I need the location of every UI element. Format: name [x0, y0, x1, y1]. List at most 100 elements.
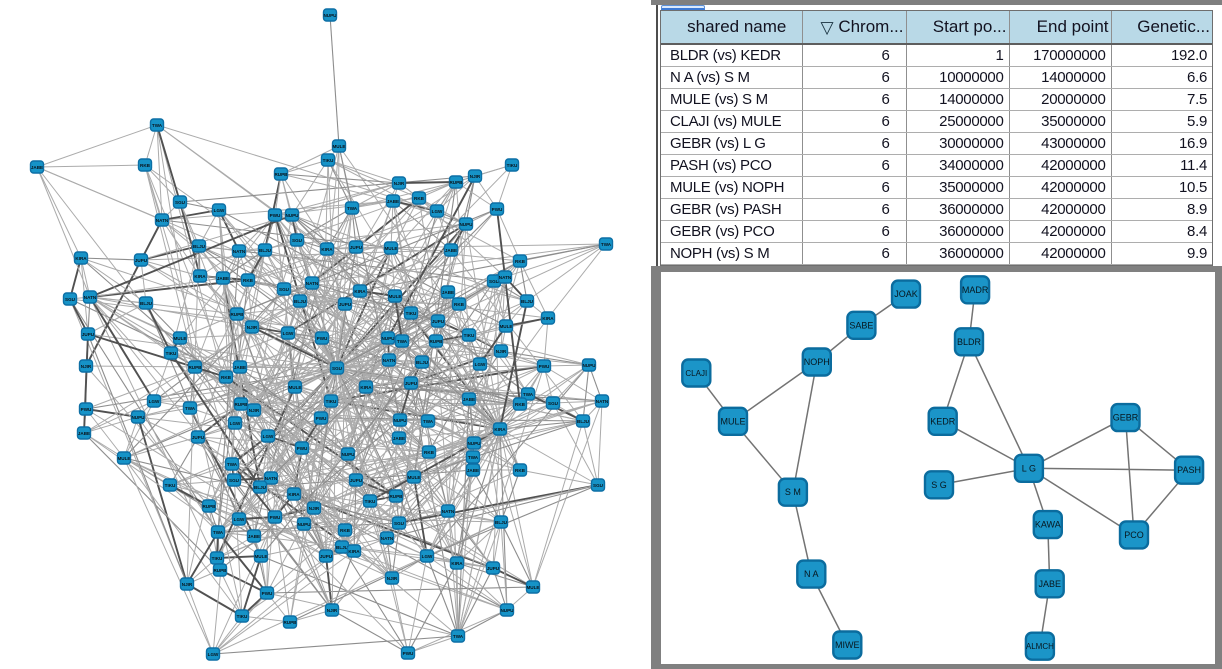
svg-text:NUPU: NUPU — [500, 608, 514, 613]
svg-text:LGW: LGW — [263, 434, 274, 439]
svg-text:MULE: MULE — [288, 385, 301, 390]
svg-text:TWA: TWA — [601, 242, 612, 247]
svg-text:TWA: TWA — [213, 530, 224, 535]
svg-text:JOAK: JOAK — [894, 289, 918, 299]
svg-text:KEDR: KEDR — [930, 416, 956, 426]
svg-text:RUPB: RUPB — [213, 568, 227, 573]
svg-text:RKB: RKB — [424, 450, 435, 455]
svg-text:NUPU: NUPU — [131, 415, 145, 420]
svg-text:RKB: RKB — [140, 163, 151, 168]
svg-text:PWU: PWU — [316, 416, 327, 421]
svg-text:JABE: JABE — [78, 431, 90, 436]
svg-text:KIRA: KIRA — [451, 561, 463, 566]
svg-text:RUPB: RUPB — [202, 504, 216, 509]
svg-text:PWU: PWU — [492, 207, 503, 212]
svg-text:JABE: JABE — [393, 436, 405, 441]
svg-text:RUPB: RUPB — [274, 172, 288, 177]
svg-text:LGW: LGW — [422, 554, 433, 559]
svg-text:KIRA: KIRA — [321, 247, 333, 252]
svg-text:TWA: TWA — [468, 455, 479, 460]
svg-text:NATN: NATN — [381, 536, 394, 541]
svg-text:PWU: PWU — [270, 515, 281, 520]
svg-text:NUPU: NUPU — [323, 13, 337, 18]
svg-text:RUPB: RUPB — [449, 180, 463, 185]
svg-text:SGU: SGU — [394, 521, 405, 526]
svg-text:JUPU: JUPU — [82, 332, 95, 337]
svg-text:JUPU: JUPU — [135, 258, 148, 263]
svg-text:TIKU: TIKU — [323, 158, 334, 163]
svg-text:LGW: LGW — [283, 331, 294, 336]
svg-text:KIRA: KIRA — [360, 385, 372, 390]
svg-text:SABE: SABE — [849, 320, 873, 330]
svg-text:PWU: PWU — [270, 213, 281, 218]
svg-text:NJIR: NJIR — [309, 506, 320, 511]
svg-text:MULE: MULE — [407, 475, 420, 480]
svg-text:JUPU: JUPU — [339, 302, 352, 307]
svg-text:MADR: MADR — [961, 284, 988, 294]
svg-text:NJIR: NJIR — [387, 576, 398, 581]
svg-text:SGU: SGU — [593, 483, 604, 488]
svg-text:TWA: TWA — [185, 406, 196, 411]
svg-text:RUPB: RUPB — [230, 312, 244, 317]
svg-text:NATN: NATN — [156, 218, 169, 223]
svg-text:MULE: MULE — [117, 456, 130, 461]
svg-text:BLJU: BLJU — [259, 248, 272, 253]
svg-text:RKB: RKB — [221, 375, 232, 380]
svg-text:JUPU: JUPU — [350, 478, 363, 483]
svg-text:RUPB: RUPB — [389, 494, 403, 499]
svg-text:LGW: LGW — [475, 362, 486, 367]
svg-text:BLJU: BLJU — [140, 301, 153, 306]
svg-text:JABE: JABE — [234, 365, 246, 370]
svg-text:NATN: NATN — [596, 399, 609, 404]
svg-text:NATN: NATN — [265, 476, 278, 481]
svg-text:PWU: PWU — [539, 364, 550, 369]
svg-text:NUPU: NUPU — [393, 418, 407, 423]
svg-text:NUPU: NUPU — [582, 363, 596, 368]
svg-text:RUPB: RUPB — [234, 402, 248, 407]
svg-text:KIRA: KIRA — [354, 289, 366, 294]
svg-text:PASH: PASH — [1177, 465, 1201, 475]
svg-text:NATN: NATN — [499, 275, 512, 280]
svg-text:LGW: LGW — [214, 208, 225, 213]
svg-text:JABE: JABE — [248, 534, 260, 539]
svg-text:NJIR: NJIR — [394, 181, 405, 186]
svg-text:TWA: TWA — [453, 634, 464, 639]
svg-text:NUPU: NUPU — [381, 336, 395, 341]
svg-text:MULE: MULE — [173, 336, 186, 341]
svg-text:KIRA: KIRA — [194, 274, 206, 279]
svg-text:N A: N A — [804, 569, 819, 579]
svg-text:TIKU: TIKU — [406, 311, 417, 316]
svg-text:SGU: SGU — [279, 287, 290, 292]
svg-text:JABE: JABE — [463, 397, 475, 402]
svg-text:LGW: LGW — [432, 209, 443, 214]
svg-text:RKB: RKB — [515, 402, 526, 407]
svg-text:NATN: NATN — [233, 249, 246, 254]
svg-text:JUPU: JUPU — [192, 435, 205, 440]
svg-text:JABE: JABE — [387, 199, 399, 204]
svg-text:CLAJI: CLAJI — [685, 369, 707, 378]
svg-text:NJIR: NJIR — [249, 408, 260, 413]
svg-text:JABE: JABE — [442, 290, 454, 295]
svg-text:TIKU: TIKU — [326, 399, 337, 404]
svg-text:JABE: JABE — [217, 276, 229, 281]
svg-text:PWU: PWU — [262, 591, 273, 596]
svg-text:BLJU: BLJU — [294, 299, 307, 304]
svg-text:NJIR: NJIR — [327, 608, 338, 613]
svg-text:SGU: SGU — [332, 366, 343, 371]
svg-text:NUPU: NUPU — [341, 452, 355, 457]
svg-text:RKB: RKB — [243, 278, 254, 283]
svg-text:TIKU: TIKU — [165, 483, 176, 488]
svg-text:JUPU: JUPU — [432, 319, 445, 324]
svg-text:NUPU: NUPU — [285, 213, 299, 218]
svg-text:NATN: NATN — [84, 295, 97, 300]
svg-text:JUPU: JUPU — [350, 245, 363, 250]
svg-text:PWU: PWU — [403, 651, 414, 656]
svg-text:BLJU: BLJU — [416, 360, 429, 365]
svg-text:NUPU: NUPU — [459, 222, 473, 227]
svg-text:MULE: MULE — [526, 585, 539, 590]
svg-text:PCO: PCO — [1124, 529, 1144, 539]
svg-text:NUPU: NUPU — [467, 441, 481, 446]
svg-text:MIWE: MIWE — [835, 640, 860, 650]
svg-text:TIKU: TIKU — [507, 163, 518, 168]
svg-text:SGU: SGU — [489, 279, 500, 284]
